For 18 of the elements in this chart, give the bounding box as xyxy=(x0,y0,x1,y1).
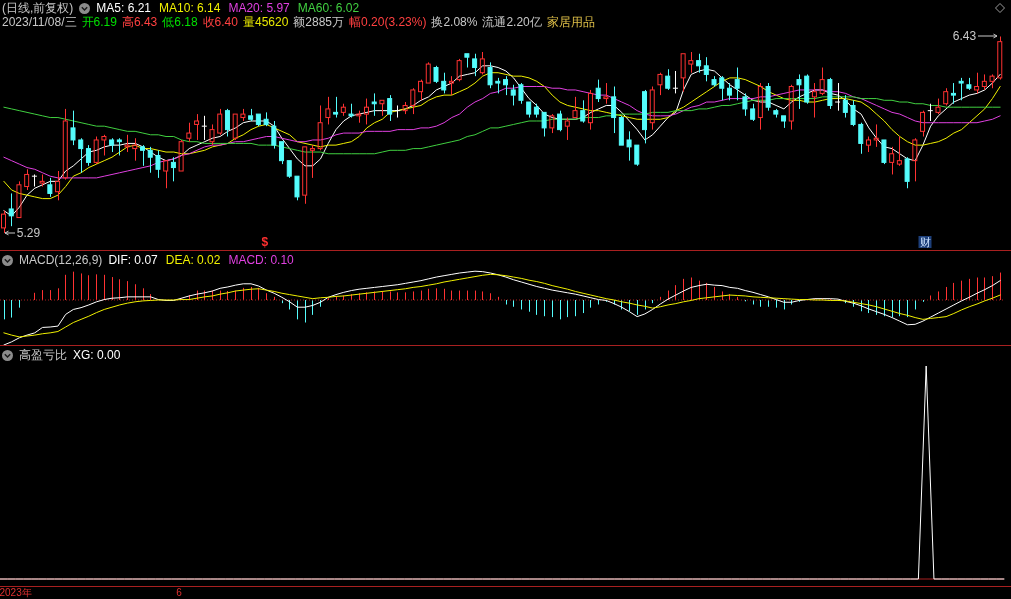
text: $ xyxy=(261,235,269,249)
text: MA5: 6.21 xyxy=(96,1,152,15)
text: MA10: 6.14 xyxy=(159,1,221,15)
annotation: 5.29 xyxy=(16,226,41,241)
text: MA20: 5.97 xyxy=(228,1,290,15)
text: DEA: 0.02 xyxy=(165,253,221,267)
chart-title: MACD(12,26,9) xyxy=(19,253,103,267)
text: XG: 0.00 xyxy=(73,348,121,362)
annotation: 6.43 xyxy=(952,29,977,44)
text: DIF: 0.07 xyxy=(108,253,158,267)
x-tick-label: 6 xyxy=(176,587,183,598)
text: MACD: 0.10 xyxy=(228,253,294,267)
text: 财 xyxy=(918,236,932,248)
chart-title: (日线,前复权) xyxy=(2,1,74,15)
text: MA60: 6.02 xyxy=(297,1,360,15)
text: 2023/11/08/三 开6.19 高6.43 低6.18 收6.40 量45620 额2885万 幅0.20(3.23%) 换2.08% 流通2.20亿 家居用品 xyxy=(2,15,595,29)
x-tick-label: 2023年 xyxy=(0,587,32,598)
chart-title: 高盈亏比 xyxy=(19,348,67,362)
